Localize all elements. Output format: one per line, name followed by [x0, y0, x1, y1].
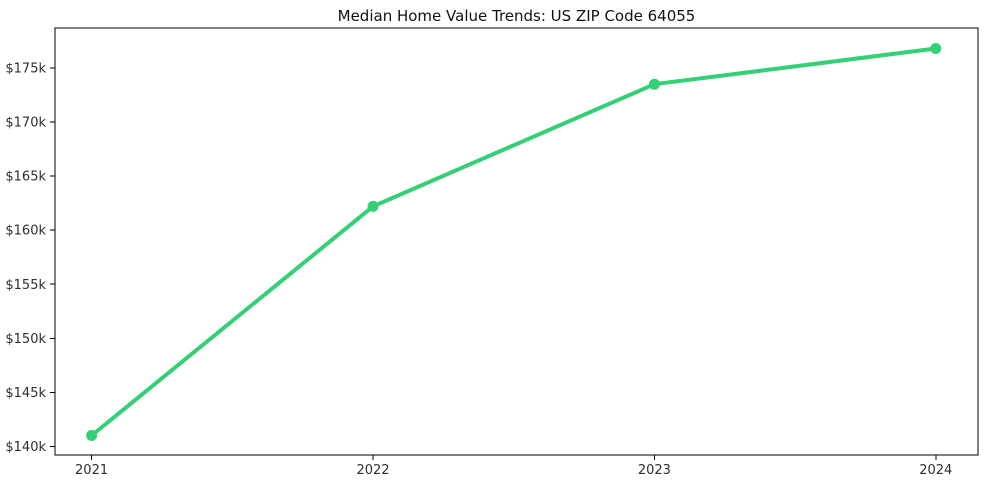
data-point-marker	[367, 200, 379, 212]
x-axis-tick-label: 2021	[75, 463, 108, 478]
x-axis-tick-label: 2024	[919, 463, 952, 478]
y-axis-tick-label: $155k	[5, 278, 46, 293]
y-axis-tick-label: $170k	[5, 116, 46, 131]
plot-frame	[54, 27, 979, 456]
data-point-marker	[930, 43, 942, 54]
y-axis-tick-label: $145k	[5, 386, 46, 401]
x-axis-tick-label: 2022	[356, 463, 389, 478]
y-axis-tick-label: $140k	[5, 440, 46, 455]
y-axis-tick-label: $150k	[5, 332, 46, 347]
trend-line	[89, 46, 938, 438]
y-axis-tick-label: $160k	[5, 224, 46, 239]
y-axis-tick-label: $165k	[5, 170, 46, 185]
chart-title: Median Home Value Trends: US ZIP Code 64…	[337, 7, 696, 25]
data-point-marker	[86, 430, 98, 441]
x-axis-tick-label: 2023	[638, 463, 671, 478]
y-axis-tick-label: $175k	[5, 62, 46, 77]
data-point-marker	[648, 78, 660, 90]
